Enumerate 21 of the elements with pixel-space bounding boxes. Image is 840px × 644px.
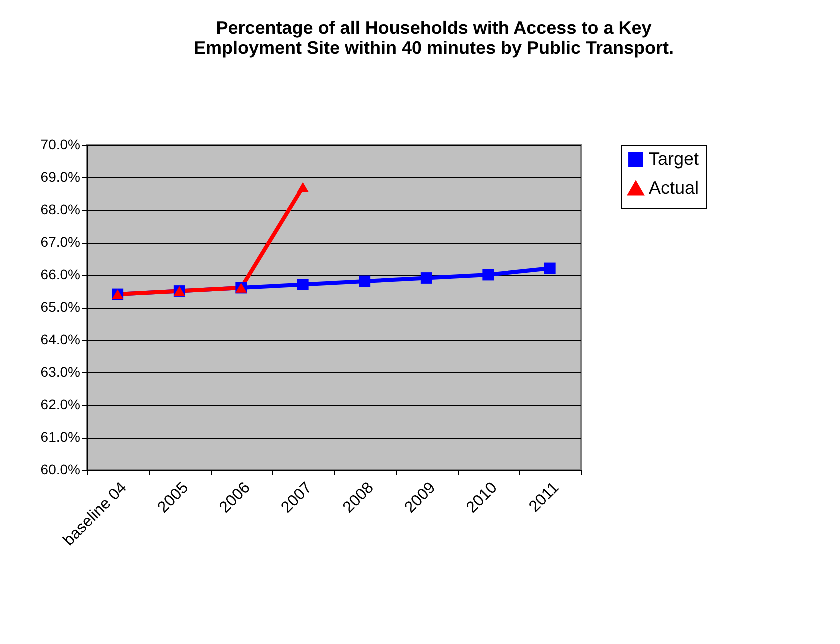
y-tick-label: 64.0% [40,332,80,348]
point [297,279,309,290]
point [297,182,309,192]
point [482,269,494,281]
y-tick-label: 69.0% [40,169,80,185]
y-tick-label: 68.0% [40,202,80,218]
y-tick-label: 67.0% [40,234,80,250]
point [544,262,556,274]
y-tick-label: 66.0% [40,266,80,282]
y-tick-label: 65.0% [40,299,80,315]
y-tick-label: 62.0% [40,396,80,412]
y-tick-label: 63.0% [40,364,80,380]
y-tick-label: 70.0% [40,136,80,152]
legend-label: Target [649,149,700,169]
text: Percentage of all Households with Access to a Key [216,18,652,38]
point [359,276,371,288]
y-tick-label: 60.0% [40,462,80,478]
legend-label: Actual [649,178,700,198]
y-tick-label: 61.0% [40,429,80,445]
text: Employment Site within 40 minutes by Public Transport. [194,38,674,58]
point [420,272,432,284]
